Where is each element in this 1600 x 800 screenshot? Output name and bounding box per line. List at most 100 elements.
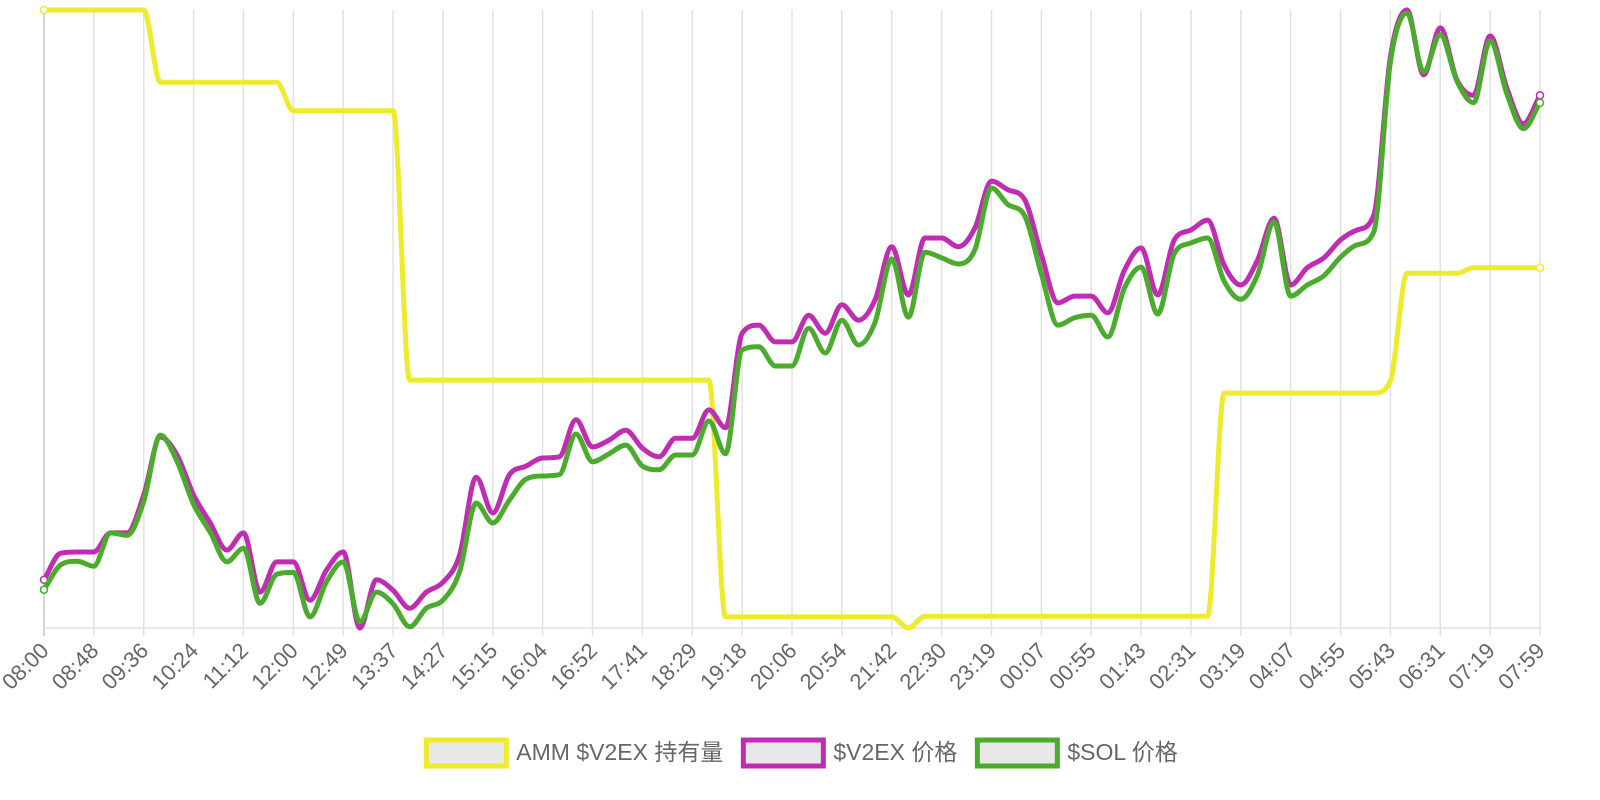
point — [1354, 390, 1360, 396]
point — [340, 559, 346, 565]
point — [507, 472, 512, 477]
point — [856, 614, 861, 620]
point — [839, 302, 845, 308]
x-tick-label: 12:00 — [246, 638, 303, 695]
point — [473, 500, 479, 506]
point — [291, 108, 296, 113]
point — [74, 549, 80, 555]
point — [723, 614, 728, 620]
point — [108, 7, 113, 13]
point — [739, 347, 745, 353]
point — [324, 108, 329, 113]
point — [540, 455, 545, 461]
point — [1088, 313, 1094, 318]
point — [1072, 315, 1077, 321]
point — [989, 185, 994, 191]
point — [1039, 252, 1044, 257]
point — [473, 474, 479, 480]
point — [889, 256, 894, 262]
x-tick-label: 00:07 — [994, 638, 1051, 695]
point — [989, 178, 994, 184]
point — [839, 614, 845, 620]
point — [207, 520, 213, 526]
x-tick-label: 04:55 — [1293, 638, 1350, 695]
x-tick-label: 18:29 — [645, 638, 702, 695]
legend-item[interactable]: AMM $V2EX 持有量 — [423, 737, 723, 769]
point — [174, 80, 180, 85]
x-tick-label: 00:55 — [1044, 638, 1101, 695]
point — [141, 7, 146, 13]
point — [623, 427, 629, 433]
point — [490, 510, 496, 516]
point — [706, 418, 712, 424]
legend-item[interactable]: $V2EX 价格 — [740, 737, 957, 769]
point — [274, 80, 279, 85]
point — [224, 559, 230, 565]
point — [307, 614, 313, 620]
legend-item[interactable]: $SOL 价格 — [974, 737, 1178, 769]
point — [523, 476, 529, 482]
point — [207, 529, 213, 535]
point — [640, 377, 645, 383]
point — [1471, 265, 1476, 270]
point — [1088, 293, 1094, 299]
point — [590, 444, 595, 450]
point — [1288, 282, 1293, 288]
x-tick-label: 14:27 — [396, 638, 453, 695]
point — [939, 235, 944, 241]
point — [424, 589, 429, 595]
x-tick-label: 11:12 — [198, 638, 253, 693]
point — [1305, 265, 1310, 270]
point — [756, 322, 762, 328]
point — [922, 250, 928, 255]
point — [374, 108, 379, 113]
point — [424, 605, 429, 611]
point — [640, 445, 645, 451]
point — [1039, 271, 1044, 277]
point — [407, 605, 412, 611]
point — [224, 80, 230, 85]
point — [623, 377, 629, 383]
point — [1438, 271, 1443, 276]
point — [1438, 25, 1443, 31]
point — [91, 563, 97, 569]
point — [955, 244, 961, 249]
point — [1022, 614, 1027, 619]
point — [1155, 614, 1160, 619]
point — [856, 342, 861, 348]
point — [357, 625, 363, 631]
point — [1255, 272, 1260, 278]
point — [972, 225, 978, 231]
x-tick-label: 09:36 — [97, 638, 154, 695]
point — [507, 377, 512, 383]
point — [723, 425, 728, 431]
point — [490, 520, 496, 526]
point — [357, 108, 363, 113]
point — [1404, 10, 1410, 16]
x-tick-label: 21:42 — [845, 638, 902, 695]
point — [573, 377, 579, 383]
point — [1238, 282, 1244, 288]
point — [1338, 390, 1343, 396]
point — [1255, 258, 1260, 263]
point — [889, 244, 894, 249]
point — [573, 431, 579, 437]
point — [972, 247, 978, 253]
point — [906, 314, 911, 320]
point — [1022, 213, 1027, 219]
point — [241, 546, 246, 551]
point — [1105, 614, 1111, 619]
point — [91, 7, 97, 13]
point — [1221, 390, 1227, 396]
point — [1138, 614, 1144, 619]
point — [872, 297, 878, 303]
point — [1388, 378, 1393, 384]
point — [407, 377, 412, 383]
point — [407, 624, 412, 630]
point — [557, 377, 562, 383]
point — [640, 463, 645, 469]
point — [1172, 251, 1177, 256]
legend-swatch — [740, 737, 826, 769]
point — [1438, 32, 1443, 37]
point — [656, 467, 662, 473]
